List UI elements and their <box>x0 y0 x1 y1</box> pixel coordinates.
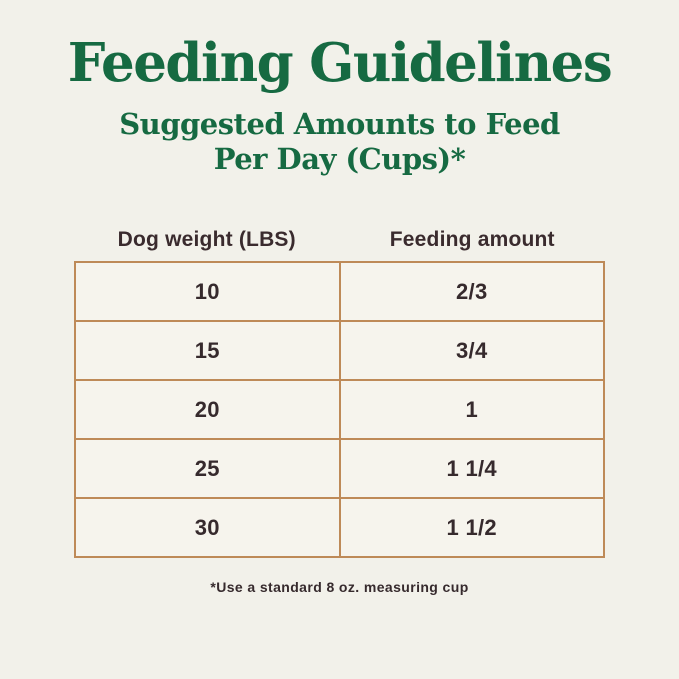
dog-weight-value: 30 <box>74 497 341 559</box>
feeding-amount-value: 1 <box>338 379 605 441</box>
feeding-amount-value: 1 1/4 <box>338 438 605 500</box>
dog-weight-value: 10 <box>74 261 341 323</box>
column-header-dog-weight: Dog weight (LBS) <box>117 228 296 252</box>
dog-weight-value: 20 <box>74 379 341 441</box>
table-row: 15 3/4 <box>74 320 605 382</box>
table-row: 20 1 <box>74 379 605 441</box>
feeding-table-section: Dog weight (LBS) Feeding amount 10 2/3 1… <box>74 228 605 595</box>
page-title: Feeding Guidelines <box>67 32 613 94</box>
dog-weight-value: 15 <box>74 320 341 382</box>
feeding-amount-value: 1 1/2 <box>338 497 605 559</box>
table-row: 30 1 1/2 <box>74 497 605 559</box>
table-column-headers: Dog weight (LBS) Feeding amount <box>74 228 605 252</box>
table-row: 10 2/3 <box>74 261 605 323</box>
measuring-cup-footnote: *Use a standard 8 oz. measuring cup <box>210 579 469 596</box>
feeding-table: 10 2/3 15 3/4 20 1 25 1 1/4 30 1 1/2 <box>74 261 605 559</box>
table-row: 25 1 1/4 <box>74 438 605 500</box>
subtitle-line-1: Suggested Amounts to Feed <box>119 106 560 141</box>
feeding-amount-value: 3/4 <box>338 320 605 382</box>
dog-weight-value: 25 <box>74 438 341 500</box>
page-subtitle: Suggested Amounts to Feed Per Day (Cups)… <box>0 107 679 179</box>
feeding-amount-value: 2/3 <box>338 261 605 323</box>
subtitle-line-2: Per Day (Cups)* <box>213 142 466 177</box>
column-header-feeding-amount: Feeding amount <box>389 228 555 252</box>
